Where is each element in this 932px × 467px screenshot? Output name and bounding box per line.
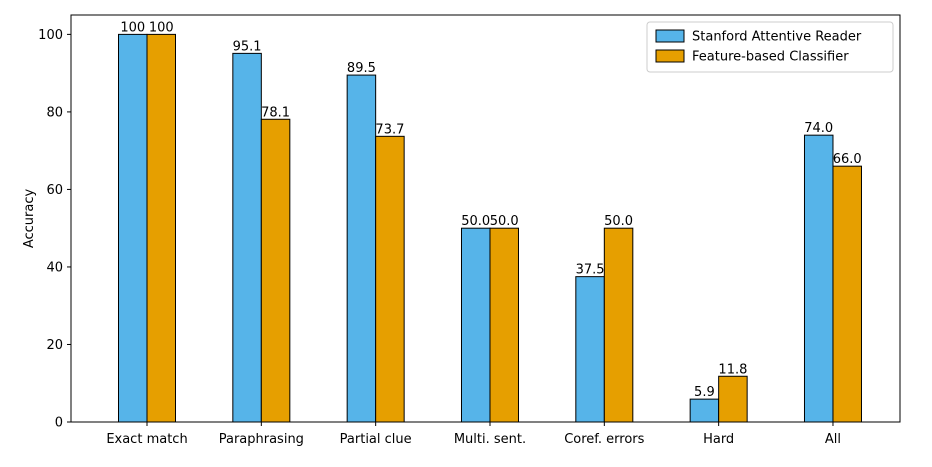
legend-label-stanford: Stanford Attentive Reader	[692, 30, 862, 45]
bar-stanford-attentive-reader-all	[803, 134, 834, 423]
data-label-feature-based-classifier-partial-clue: 73.7	[375, 122, 404, 137]
data-label-feature-based-classifier-hard: 11.8	[718, 362, 747, 377]
legend-box	[646, 21, 894, 73]
bar-feature-based-classifier-partial-clue	[375, 135, 405, 423]
x-tick-label-partial-clue: Partial clue	[340, 432, 412, 447]
x-tick-label-hard: Hard	[703, 432, 734, 447]
x-tick-label-multi-sent: Multi. sent.	[454, 432, 526, 447]
bar-feature-based-classifier-multi-sent	[489, 227, 519, 423]
x-tick-label-all: All	[825, 432, 841, 447]
data-label-feature-based-classifier-paraphrasing: 78.1	[261, 105, 290, 120]
legend-label-feature: Feature-based Classifier	[692, 50, 849, 65]
y-tick-label-60: 60	[46, 183, 63, 198]
bar-feature-based-classifier-paraphrasing	[260, 118, 291, 423]
data-label-stanford-attentive-reader-hard: 5.9	[694, 385, 715, 400]
bar-stanford-attentive-reader-paraphrasing	[232, 52, 262, 423]
y-axis-title: Accuracy	[22, 189, 37, 249]
bar-feature-based-classifier-hard	[718, 375, 748, 423]
bar-feature-based-classifier-coref-errors	[603, 227, 634, 423]
bar-stanford-attentive-reader-hard	[689, 398, 720, 423]
data-label-stanford-attentive-reader-all: 74.0	[804, 121, 833, 136]
y-tick-label-80: 80	[46, 105, 63, 120]
bars-group	[118, 33, 862, 423]
bar-feature-based-classifier-all	[832, 165, 862, 423]
y-tick-label-0: 0	[55, 416, 63, 431]
bar-stanford-attentive-reader-exact-match	[118, 33, 148, 423]
x-tick-label-exact-match: Exact match	[106, 432, 187, 447]
data-label-stanford-attentive-reader-paraphrasing: 95.1	[233, 39, 262, 54]
y-tick-label-100: 100	[38, 28, 63, 43]
x-tick-label-coref-errors: Coref. errors	[564, 432, 644, 447]
bar-stanford-attentive-reader-multi-sent	[460, 227, 491, 423]
y-tick-label-40: 40	[46, 260, 63, 275]
data-label-feature-based-classifier-exact-match: 100	[149, 20, 174, 35]
data-label-feature-based-classifier-multi-sent: 50.0	[490, 214, 519, 229]
y-tick-label-20: 20	[46, 338, 63, 353]
bar-feature-based-classifier-exact-match	[146, 33, 176, 423]
bar-stanford-attentive-reader-partial-clue	[346, 74, 377, 423]
bar-stanford-attentive-reader-coref-errors	[575, 276, 605, 423]
legend: Stanford Attentive Reader Feature-based …	[646, 21, 894, 73]
plot-frame	[70, 14, 901, 423]
legend-swatch-stanford	[655, 29, 685, 43]
data-label-stanford-attentive-reader-coref-errors: 37.5	[576, 263, 605, 278]
data-label-feature-based-classifier-coref-errors: 50.0	[604, 214, 633, 229]
data-label-stanford-attentive-reader-multi-sent: 50.0	[461, 214, 490, 229]
x-axis: Exact match Paraphrasing Partial clue Multi…	[106, 422, 841, 447]
x-tick-label-paraphrasing: Paraphrasing	[219, 432, 304, 447]
y-axis: 0 20 40 60 80 100	[38, 28, 71, 431]
data-label-stanford-attentive-reader-exact-match: 100	[120, 20, 145, 35]
legend-swatch-feature	[655, 49, 685, 63]
data-label-feature-based-classifier-all: 66.0	[833, 152, 862, 167]
data-label-stanford-attentive-reader-partial-clue: 89.5	[347, 61, 376, 76]
